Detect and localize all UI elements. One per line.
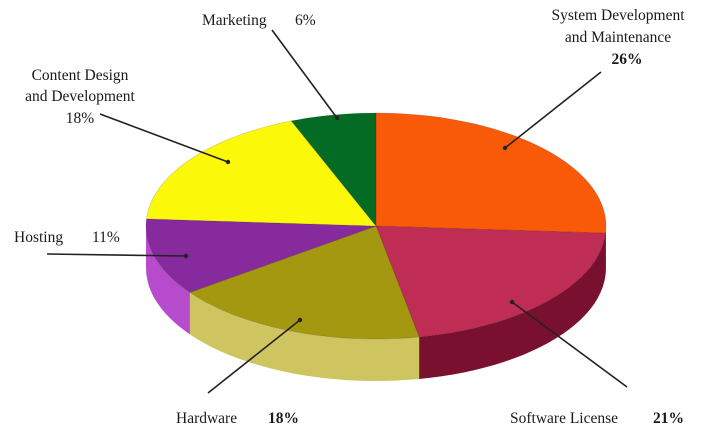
pie-slice-system-development-and-maintenance xyxy=(375,112,607,234)
leader-line-hosting xyxy=(46,253,187,257)
label-system-development-pct: 26% xyxy=(612,51,643,68)
leader-line-hardware xyxy=(207,319,301,394)
pie-side-hosting xyxy=(146,226,190,335)
leader-pin-software-license xyxy=(509,299,515,305)
leader-line-content-design xyxy=(99,113,229,163)
pie-side-software-license xyxy=(419,233,606,379)
label-software-license-pct: 21% xyxy=(653,410,684,427)
label-marketing-pct: 6% xyxy=(295,12,316,29)
label-content-design-line1: Content Design xyxy=(32,67,129,84)
pie-side-hardware xyxy=(189,292,420,381)
leader-pin-hosting xyxy=(183,253,189,259)
label-software-license: Software License xyxy=(510,410,618,427)
leader-line-system-development xyxy=(504,71,602,149)
label-marketing: Marketing xyxy=(202,12,267,29)
label-hardware: Hardware xyxy=(176,410,237,427)
label-hosting-pct: 11% xyxy=(92,229,120,246)
pie-slice-marketing xyxy=(290,112,377,228)
pie-slice-hosting xyxy=(145,218,377,293)
leader-line-software-license xyxy=(511,301,628,388)
label-content-design-pct: 18% xyxy=(66,110,95,127)
leader-pin-marketing xyxy=(334,115,340,121)
pie-slice-hardware xyxy=(189,225,420,340)
label-content-design-line2: and Development xyxy=(25,88,135,105)
label-system-development-line1: System Development xyxy=(551,7,685,24)
leader-pin-system-development xyxy=(502,145,508,151)
pie-side-system-development-and-maintenance xyxy=(605,226,606,276)
label-hardware-pct: 18% xyxy=(268,410,299,427)
label-hosting: Hosting xyxy=(14,229,63,246)
leader-pin-content-design xyxy=(225,159,231,165)
pie-slice-content-design-and-development xyxy=(146,120,377,227)
label-system-development-line2: and Maintenance xyxy=(565,29,671,46)
leader-line-marketing xyxy=(271,29,338,119)
leader-pin-hardware xyxy=(297,317,303,323)
pie-slice-software-license xyxy=(375,225,606,338)
